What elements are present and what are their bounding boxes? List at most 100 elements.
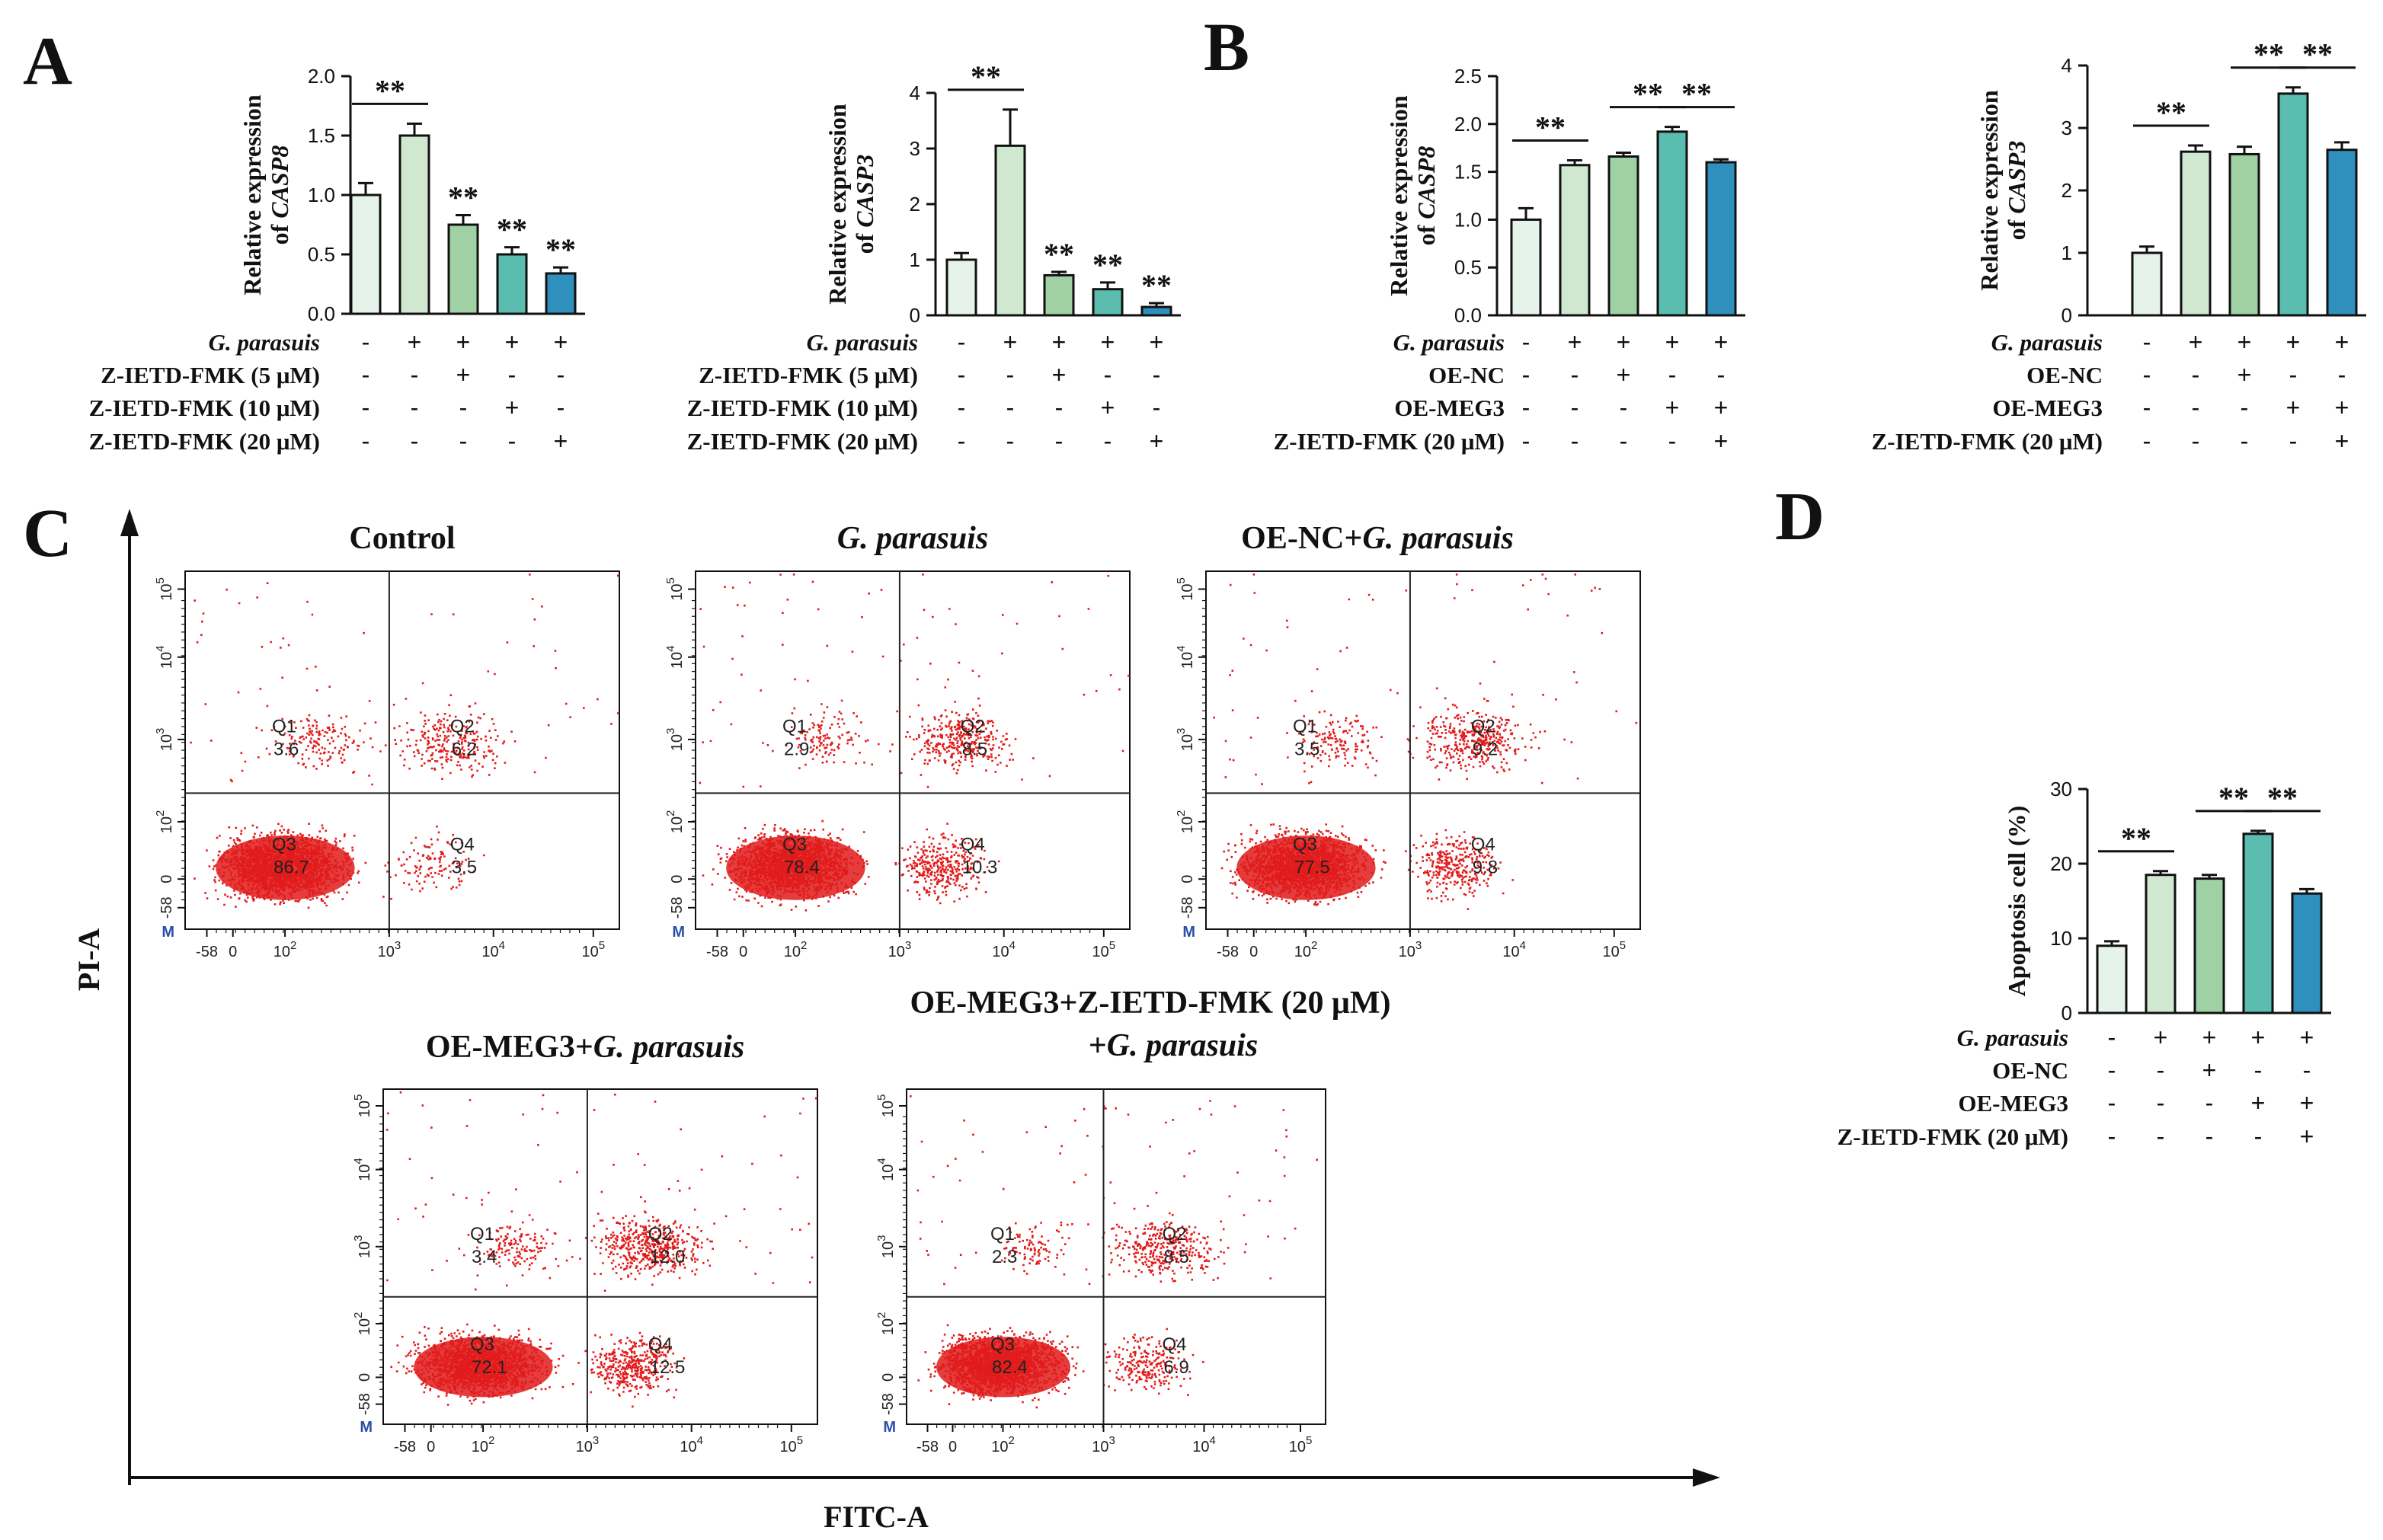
y-tick-label: 1.5 <box>308 124 335 147</box>
bar-chart-B2: 0 1 2 3 4 Relative expression of CASP3 ** ** ** G.… <box>1872 37 2366 455</box>
y-tick-base: 10 <box>357 1241 373 1258</box>
significance-stars: ** <box>971 59 1001 94</box>
y-tick-base: 10 <box>158 734 175 751</box>
x-tick-exponent: 2 <box>1311 939 1317 952</box>
y-axis-label-gene-line: of CASP8 <box>1412 146 1440 246</box>
y-tick-base: -58 <box>669 896 686 919</box>
treatment-sign: - <box>2289 427 2298 455</box>
y-tick-exponent: 4 <box>875 1158 888 1164</box>
y-axis-label: Apoptosis cell (%) <box>2003 806 2030 997</box>
flow-dense-core <box>216 835 355 900</box>
x-tick-base: -58 <box>706 944 728 960</box>
treatment-sign: - <box>2108 1089 2116 1117</box>
bar-A2-0 <box>945 258 977 317</box>
treatment-sign: + <box>456 361 471 388</box>
x-tick-base: 10 <box>378 944 395 960</box>
y-tick-label: 20 <box>2050 852 2072 875</box>
y-axis-label-gene: CASP3 <box>2003 141 2030 214</box>
x-tick-exponent: 2 <box>488 1434 494 1447</box>
y-tick-exponent: 2 <box>352 1312 365 1318</box>
treatment-label: Z-IETD-FMK (5 μM) <box>101 362 320 388</box>
x-tick-label: 105 <box>1603 939 1627 960</box>
treatment-label: G. parasuis <box>1957 1024 2068 1051</box>
treatment-sign: - <box>1522 361 1531 388</box>
treatment-sign: + <box>2335 328 2349 356</box>
treatment-sign: - <box>2143 427 2151 455</box>
x-tick-base: 0 <box>427 1439 435 1455</box>
treatment-sign: - <box>958 328 966 356</box>
x-tick-label: 102 <box>784 939 808 960</box>
treatment-sign: + <box>2300 1089 2314 1117</box>
quadrant-value: 9.8 <box>1473 858 1498 878</box>
y-axis-label-gene: CASP3 <box>851 155 878 228</box>
treatment-sign: + <box>2251 1024 2266 1051</box>
y-tick-label: 0.5 <box>1454 256 1482 279</box>
y-tick-label: 1 <box>910 248 920 271</box>
x-tick-label: 103 <box>576 1434 600 1455</box>
y-tick-label: 104 <box>664 646 686 669</box>
treatment-sign: - <box>1006 361 1015 388</box>
treatment-sign: - <box>1104 361 1112 388</box>
treatment-sign: + <box>1003 328 1018 356</box>
treatment-sign: - <box>411 394 419 421</box>
significance-stars: ** <box>2267 781 2298 815</box>
x-tick-label: -58 <box>196 944 218 960</box>
y-tick-exponent: 3 <box>1175 728 1188 734</box>
gate-marker: M <box>360 1419 373 1436</box>
quadrant-value: 8.5 <box>962 740 987 760</box>
treatment-sign: - <box>958 427 966 455</box>
y-axis-label-gene-line: of CASP3 <box>2003 141 2030 241</box>
x-tick-label: 103 <box>1092 1434 1115 1455</box>
y-tick-base: 10 <box>880 1165 897 1181</box>
bar-chart-D: D 0 10 20 30 Apoptosis cell (%) ** ** ** G. paras… <box>1775 479 2331 1150</box>
treatment-sign: - <box>1522 427 1531 455</box>
treatment-sign: + <box>1665 394 1680 421</box>
bar-chart-A1: A 0.0 0.5 1.0 1.5 2.0 Relative expression of CA… <box>23 24 585 455</box>
y-tick-base: 10 <box>1179 816 1196 833</box>
x-tick-base: 10 <box>576 1439 593 1455</box>
quadrant-name: Q3 <box>272 835 296 855</box>
bar-significance-stars: ** <box>1044 237 1074 271</box>
y-tick-label: 0 <box>2062 304 2072 327</box>
y-tick-base: -58 <box>357 1393 373 1415</box>
treatment-sign: + <box>2202 1024 2217 1051</box>
gate-marker: M <box>883 1419 896 1436</box>
bar-B1-3 <box>1656 130 1688 317</box>
treatment-sign: - <box>2157 1056 2165 1084</box>
gate-marker: M <box>672 924 685 941</box>
bar-A1-1 <box>398 134 430 315</box>
y-tick-label: 104 <box>1175 646 1196 669</box>
bar-A1-3 <box>496 253 528 315</box>
treatment-sign: - <box>958 361 966 388</box>
y-axis-label: Relative expression <box>1975 90 2003 291</box>
y-tick-label: 104 <box>352 1158 373 1181</box>
treatment-sign: + <box>2237 361 2252 388</box>
treatment-sign: + <box>2251 1089 2266 1117</box>
bar-significance-stars: ** <box>1092 248 1123 282</box>
significance-stars: ** <box>2218 781 2249 815</box>
y-tick-label: 2.0 <box>308 65 335 88</box>
flow-y-axis-label: PI-A <box>72 928 106 991</box>
x-tick-exponent: 3 <box>1415 939 1422 952</box>
treatment-sign: - <box>1620 394 1628 421</box>
flow-plot-title-line2: +G. parasuis <box>1089 1028 1258 1063</box>
flow-plot-title: OE-MEG3+Z-IETD-FMK (20 μM) <box>910 986 1390 1021</box>
x-tick-label: 0 <box>427 1439 435 1455</box>
x-tick-base: 10 <box>888 944 905 960</box>
y-tick-base: 0 <box>1179 875 1196 883</box>
y-tick-label: 0 <box>158 875 175 883</box>
treatment-sign: - <box>2143 394 2151 421</box>
y-tick-base: 10 <box>880 1318 897 1335</box>
x-tick-base: 10 <box>273 944 290 960</box>
y-tick-exponent: 4 <box>352 1158 365 1164</box>
y-tick-exponent: 4 <box>154 646 167 652</box>
bar-A2-3 <box>1092 288 1124 317</box>
y-tick-label: -58 <box>158 896 175 919</box>
x-tick-label: 104 <box>680 1434 703 1455</box>
y-tick-base: 10 <box>357 1101 373 1117</box>
quadrant-value: 82.4 <box>992 1357 1028 1378</box>
bar-B2-3 <box>2277 92 2309 317</box>
treatment-sign: + <box>2189 328 2203 356</box>
flow-title2-italic: G. parasuis <box>1107 1028 1258 1063</box>
